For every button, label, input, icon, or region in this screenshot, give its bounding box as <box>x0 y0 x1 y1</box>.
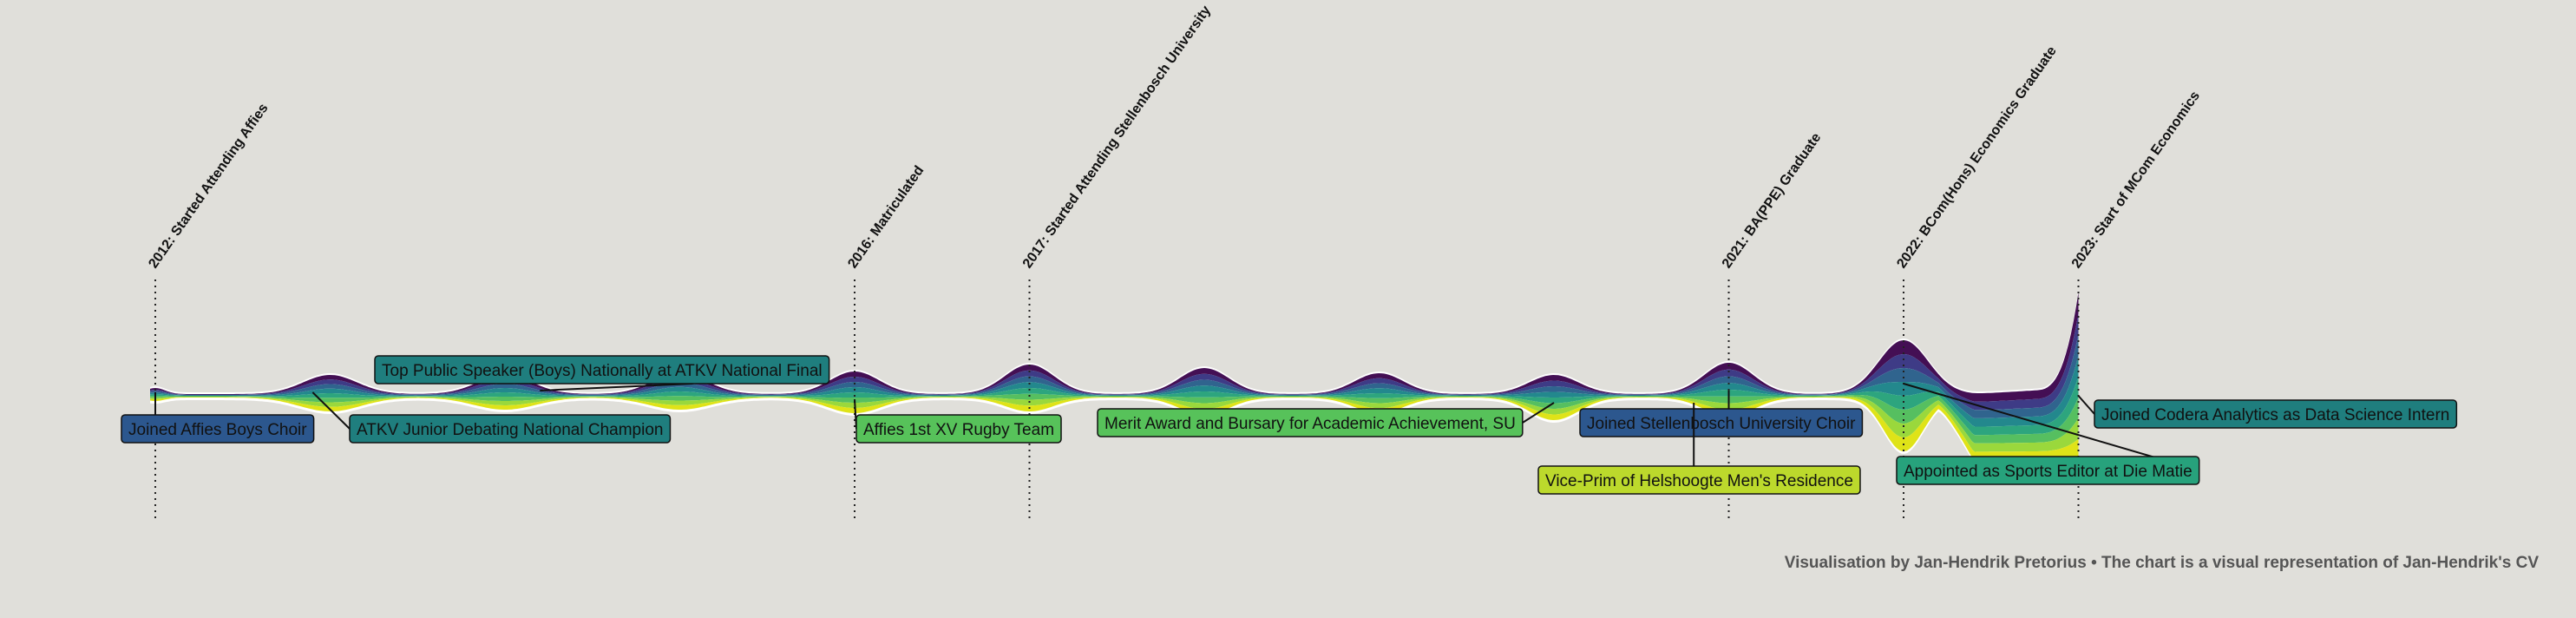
milestone-label: 2021: BA(PPE) Graduate <box>1720 130 1825 271</box>
annotation-rect <box>349 414 672 444</box>
annotation-label: Joined Stellenbosch University Choir <box>1587 415 1856 433</box>
annotation-label: Top Public Speaker (Boys) Nationally at … <box>382 362 823 380</box>
annotation-box: Affies 1st XV Rugby Team <box>855 414 1062 444</box>
annotation-box: Vice-Prim of Helshoogte Men's Residence <box>1537 465 1861 495</box>
annotation-rect <box>855 414 1062 444</box>
annotation-label: Merit Award and Bursary for Academic Ach… <box>1104 415 1516 433</box>
annotation-label: Joined Codera Analytics as Data Science … <box>2101 406 2449 424</box>
milestone-label: 2023: Start of MCom Economics <box>2069 89 2203 271</box>
annotation-leader <box>1522 402 1555 424</box>
annotation-rect <box>1097 408 1524 437</box>
annotation-box: Joined Stellenbosch University Choir <box>1579 408 1864 437</box>
annotation-rect <box>1896 456 2200 485</box>
annotation-label: ATKV Junior Debating National Champion <box>357 421 663 439</box>
milestone-label: 2016: Matriculated <box>845 163 927 271</box>
annotation-rect <box>121 414 315 444</box>
annotation-box: Top Public Speaker (Boys) Nationally at … <box>374 355 830 385</box>
annotation-label: Joined Affies Boys Choir <box>128 421 307 439</box>
milestone-label: 2022: BCom(Hons) Economics Graduate <box>1894 43 2059 271</box>
annotation-box: Appointed as Sports Editor at Die Matie <box>1896 456 2200 485</box>
annotation-box: Joined Affies Boys Choir <box>121 414 315 444</box>
annotation-box: Joined Codera Analytics as Data Science … <box>2094 399 2458 429</box>
annotation-box: ATKV Junior Debating National Champion <box>349 414 672 444</box>
annotation-leader <box>540 383 693 391</box>
annotation-leader <box>2077 395 2095 415</box>
annotation-label: Vice-Prim of Helshoogte Men's Residence <box>1545 472 1853 490</box>
chart-caption: Visualisation by Jan-Hendrik Pretorius •… <box>1785 554 2540 572</box>
annotation-label: Appointed as Sports Editor at Die Matie <box>1904 463 2193 481</box>
annotation-rect <box>374 355 830 385</box>
stream-layer <box>150 292 2079 402</box>
annotation-leader <box>311 391 351 430</box>
annotation-rect <box>2094 399 2458 429</box>
annotation-rect <box>1537 465 1861 495</box>
annotation-rect <box>1579 408 1864 437</box>
milestone-label: 2017: Started Attending Stellenbosch Uni… <box>1020 3 1214 272</box>
milestone-label: 2012: Started Attending Affies <box>146 101 271 271</box>
annotation-box: Merit Award and Bursary for Academic Ach… <box>1097 408 1524 437</box>
annotation-label: Affies 1st XV Rugby Team <box>863 421 1054 439</box>
stream-layer <box>150 393 2079 444</box>
